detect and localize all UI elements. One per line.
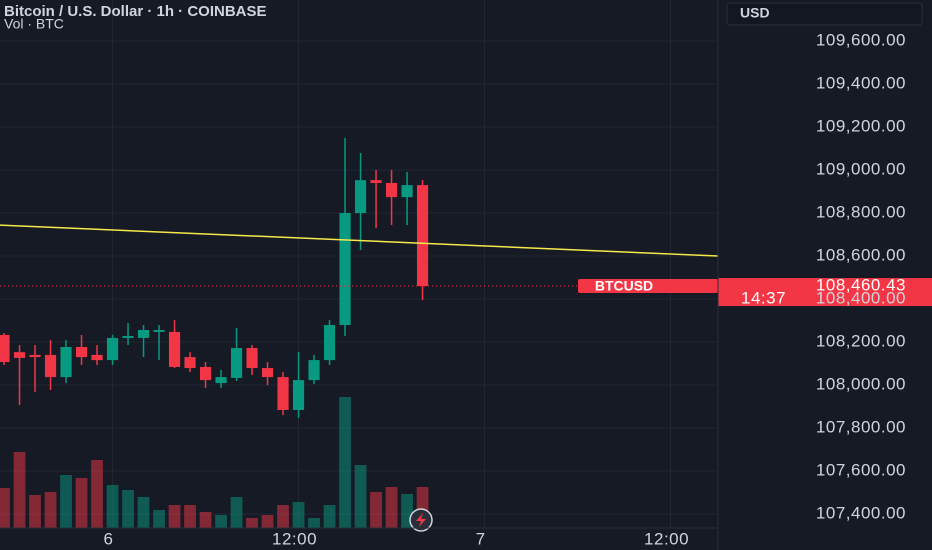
candle-body [199, 366, 212, 381]
currency-button[interactable] [726, 2, 923, 26]
candle-body [339, 213, 351, 326]
volume-bar [370, 492, 382, 528]
candle-body [215, 377, 227, 384]
trend-line [0, 224, 719, 257]
countdown-label: 14:37 [741, 289, 786, 308]
candle-body [246, 348, 258, 369]
volume-bar [122, 490, 134, 528]
volume-bar [416, 487, 429, 528]
volume-label: Vol · BTC [4, 16, 64, 32]
candle-body [385, 182, 398, 198]
candle-body [91, 354, 103, 361]
y-tick-label: 107,600.00 [816, 461, 906, 480]
volume-bar [401, 494, 413, 528]
y-tick-label: 108,800.00 [816, 203, 906, 222]
overlay-layer: BTCUSD 108,460.43 14:37 [0, 224, 932, 308]
volume-bar [106, 485, 119, 528]
candle-body [323, 325, 336, 361]
candle-body [153, 330, 165, 332]
currency-label[interactable]: USD [740, 5, 770, 21]
candle-body [29, 354, 41, 358]
candle-body [230, 348, 243, 378]
volume-bar [29, 495, 41, 528]
volume-bar [0, 488, 10, 528]
candle-body [184, 357, 196, 369]
x-tick-label: 6 [104, 529, 114, 548]
volume-bar [91, 460, 103, 528]
x-tick-label: 12:00 [644, 529, 689, 548]
volume-bar [292, 502, 305, 528]
volume-bar [184, 505, 196, 528]
candle-body [44, 354, 57, 378]
y-tick-label: 108,200.00 [816, 332, 906, 351]
candle-body [401, 185, 413, 198]
candle-body [354, 180, 367, 214]
y-tick-label: 107,800.00 [816, 418, 906, 437]
candle-body [122, 336, 134, 338]
candle-body [13, 352, 26, 358]
candle-body [60, 346, 72, 378]
candle-body [308, 360, 320, 381]
y-tick-label: 109,600.00 [816, 31, 906, 50]
volume-bar [277, 505, 289, 528]
y-tick-label: 109,200.00 [816, 117, 906, 136]
volume-bar [354, 465, 367, 528]
grid [0, 0, 718, 528]
volume-bar [230, 497, 243, 528]
symbol-badge [578, 279, 718, 294]
y-tick-label: 107,400.00 [816, 504, 906, 523]
candle-body [75, 346, 88, 358]
volume-layer [0, 397, 429, 528]
symbol-label: BTCUSD [595, 277, 653, 293]
chart-title: Bitcoin / U.S. Dollar · 1h · COINBASE [4, 3, 267, 20]
volume-bar [246, 518, 258, 528]
y-tick-label: 108,400.00 [816, 289, 906, 308]
volume-bar [339, 397, 351, 528]
alert-badge [409, 508, 433, 532]
volume-bar [168, 505, 181, 528]
candle-body [106, 337, 119, 361]
x-tick-label: 7 [476, 529, 486, 548]
candle-body [416, 185, 429, 287]
candle-body [261, 368, 274, 378]
volume-bar [44, 492, 57, 528]
candle-body [292, 380, 305, 410]
volume-bar [323, 505, 336, 528]
volume-bar [60, 475, 72, 528]
y-tick-label: 109,000.00 [816, 160, 906, 179]
volume-bar [137, 497, 150, 528]
x-tick-label: 12:00 [272, 529, 317, 548]
candle-layer [0, 138, 429, 418]
volume-bar [13, 452, 26, 528]
candle-body [137, 330, 150, 338]
y-tick-label: 108,600.00 [816, 246, 906, 265]
candle-body [0, 334, 10, 363]
volume-bar [153, 510, 165, 528]
price-badge [718, 278, 932, 307]
volume-bar [199, 512, 212, 528]
price-label: 108,460.43 [816, 276, 906, 295]
y-tick-label: 108,000.00 [816, 375, 906, 394]
volume-bar [75, 478, 88, 528]
volume-bar [308, 518, 320, 528]
candle-body [168, 331, 181, 367]
volume-bar [261, 515, 274, 528]
candle-body [370, 180, 382, 183]
volume-bar [385, 487, 398, 528]
candle-body [277, 377, 289, 410]
volume-bar [215, 515, 227, 528]
y-tick-label: 109,400.00 [816, 74, 906, 93]
